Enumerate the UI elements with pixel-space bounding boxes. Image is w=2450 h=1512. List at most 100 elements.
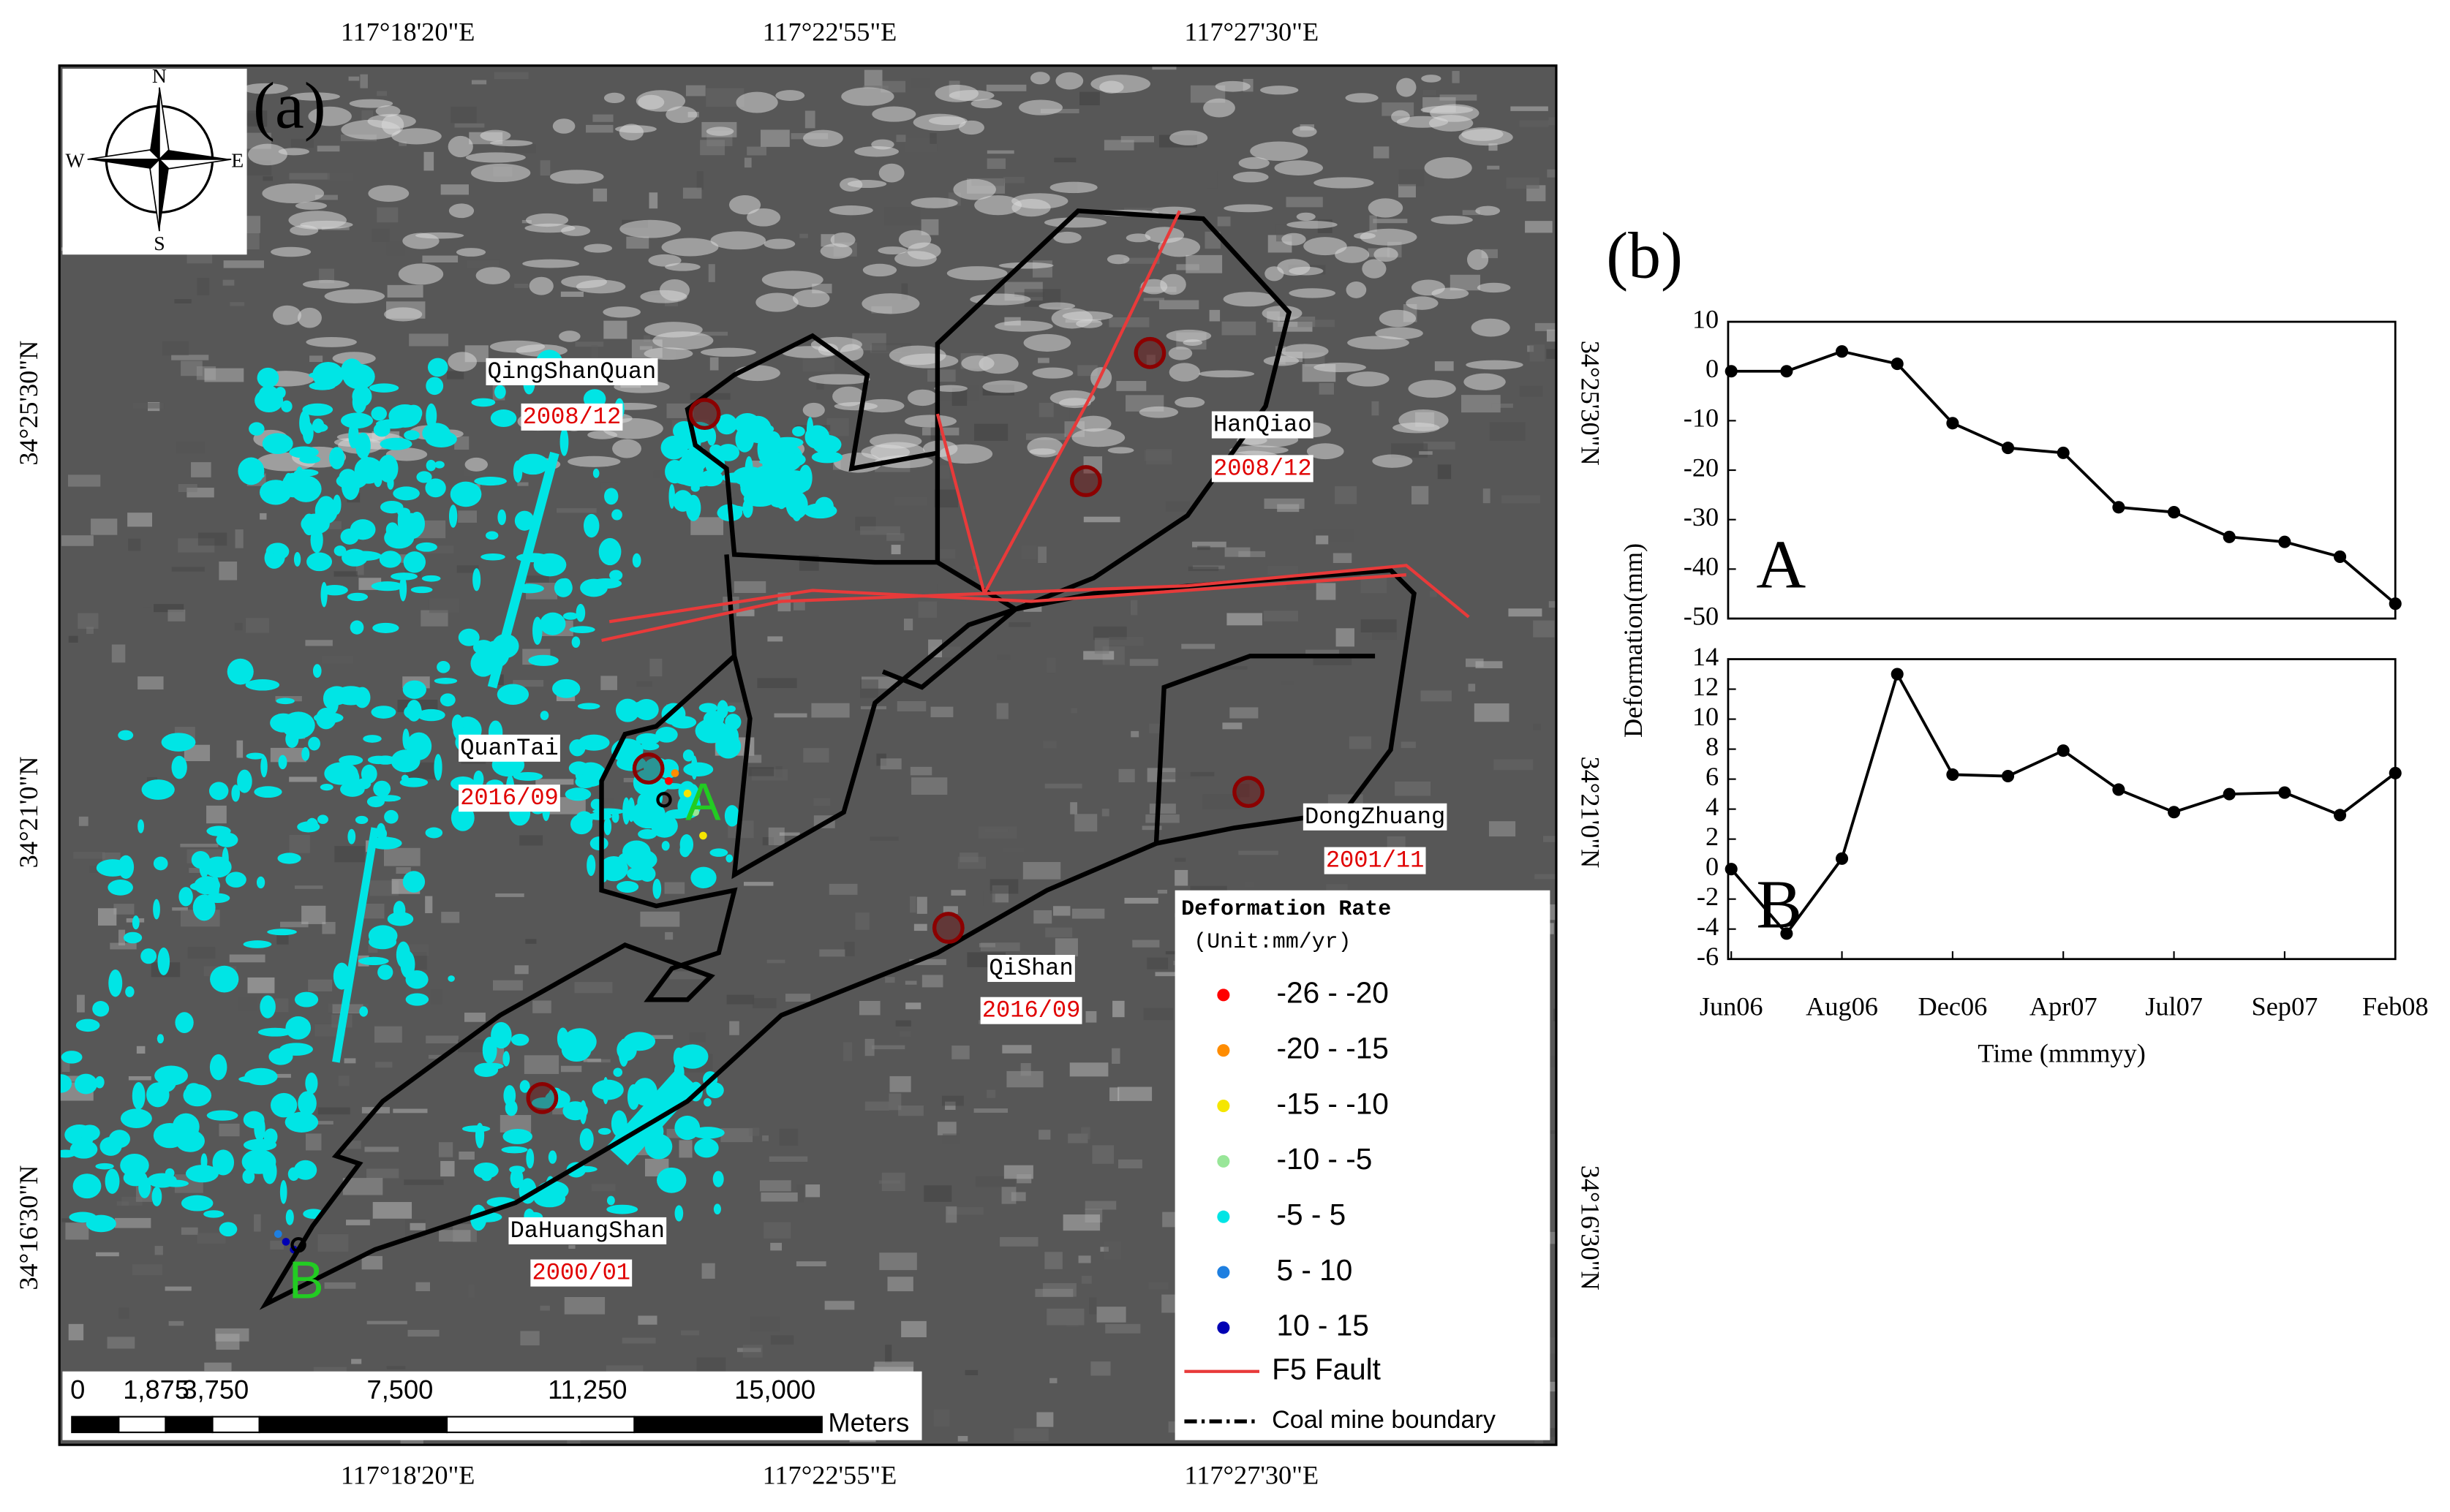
texture-patch — [1014, 1428, 1049, 1442]
texture-patch — [1176, 264, 1199, 271]
data-point — [1836, 852, 1849, 865]
texture-patch — [154, 604, 184, 613]
texture-patch — [924, 1185, 952, 1202]
x-coordinate: 117°18'20"E — [341, 1460, 475, 1489]
texture-patch — [726, 994, 755, 1005]
hill — [368, 185, 410, 203]
texture-patch — [896, 135, 906, 143]
y-coordinate: 34°16'30"N — [1575, 1165, 1605, 1290]
texture-patch — [889, 1093, 902, 1111]
texture-patch — [1238, 850, 1278, 855]
deformation-area — [565, 787, 592, 801]
deformation-area — [403, 551, 426, 573]
texture-patch — [422, 255, 459, 263]
texture-patch — [456, 565, 479, 573]
texture-patch — [947, 1207, 984, 1215]
texture-patch — [946, 1206, 957, 1223]
texture-patch — [770, 1335, 794, 1345]
point-marker — [290, 1236, 306, 1253]
texture-patch — [399, 141, 407, 146]
deformation-area — [277, 853, 301, 864]
deformation-area — [804, 425, 830, 449]
scale-segment — [633, 1415, 823, 1434]
texture-patch — [334, 846, 365, 863]
texture-patch — [1109, 317, 1150, 328]
texture-patch — [669, 971, 704, 980]
deformation-area — [302, 513, 316, 536]
texture-patch — [1104, 140, 1134, 151]
legend-swatch — [1217, 1100, 1230, 1113]
texture-patch — [1116, 381, 1147, 391]
deformation-area — [285, 1209, 294, 1225]
compass-n: N — [152, 65, 167, 88]
texture-patch — [930, 706, 954, 717]
texture-patch — [744, 882, 774, 886]
hill — [1431, 215, 1473, 224]
hill — [1169, 363, 1200, 382]
x-tick-label: Jun06 — [1700, 991, 1763, 1021]
texture-patch — [796, 1261, 826, 1266]
fault-line — [601, 564, 1470, 642]
hill — [1030, 72, 1050, 85]
hill — [961, 355, 995, 371]
deformation-point — [683, 789, 692, 798]
deformation-area — [350, 620, 364, 635]
deformation-area — [310, 526, 323, 553]
deformation-area — [377, 964, 393, 980]
deformation-area — [425, 827, 443, 839]
texture-patch — [886, 533, 905, 541]
data-point — [2223, 787, 2236, 801]
coordinates: 117°18'20"E 117°18'20"E 117°22'55"E 117°22'… — [14, 17, 1605, 1489]
texture-patch — [1489, 422, 1526, 441]
deformation-area — [570, 814, 593, 835]
deformation-area — [571, 636, 581, 649]
texture-patch — [1002, 848, 1024, 852]
texture-patch — [864, 69, 883, 88]
data-line — [1731, 349, 2397, 605]
deformation-area — [231, 785, 241, 802]
texture-patch — [372, 1202, 412, 1219]
texture-patch — [174, 299, 192, 303]
deformation-area — [706, 427, 717, 446]
deformation-area — [623, 1032, 656, 1051]
deformation-area — [312, 664, 322, 678]
legend-label: 5 - 10 — [1277, 1253, 1353, 1287]
texture-patch — [1222, 722, 1243, 730]
deformation-area — [347, 828, 356, 844]
texture-patch — [68, 1323, 84, 1341]
deformation-area — [95, 1163, 114, 1170]
deformation-area — [151, 1187, 162, 1206]
texture-patch — [1000, 1236, 1039, 1247]
texture-patch — [905, 980, 917, 985]
texture-patch — [1264, 498, 1305, 509]
scale-label: 0 — [70, 1375, 85, 1405]
deformation-area — [575, 775, 596, 789]
deformation-area — [405, 970, 429, 989]
hill — [1392, 422, 1440, 434]
texture-patch — [1112, 1048, 1120, 1064]
deformation-area — [69, 1212, 97, 1223]
texture-patch — [1155, 972, 1191, 977]
texture-patch — [564, 1296, 606, 1315]
texture-patch — [291, 138, 314, 148]
texture-patch — [111, 644, 126, 663]
texture-patch — [1118, 768, 1135, 782]
hill — [840, 178, 863, 192]
hill — [561, 225, 591, 236]
hill — [1466, 360, 1523, 370]
texture-patch — [1120, 136, 1155, 143]
hill — [391, 128, 442, 145]
texture-patch — [423, 151, 434, 171]
texture-patch — [1020, 1063, 1031, 1076]
hill — [1232, 171, 1269, 183]
texture-patch — [136, 1046, 146, 1054]
hill — [559, 330, 581, 342]
deformation-area — [183, 1084, 212, 1107]
x-tick-label: Apr07 — [2029, 991, 2097, 1021]
texture-patch — [682, 187, 702, 199]
texture-patch — [118, 1307, 129, 1319]
deformation-band — [487, 451, 559, 689]
deformation-area — [587, 854, 596, 877]
texture-patch — [753, 998, 777, 1009]
texture-patch — [1006, 1070, 1044, 1088]
